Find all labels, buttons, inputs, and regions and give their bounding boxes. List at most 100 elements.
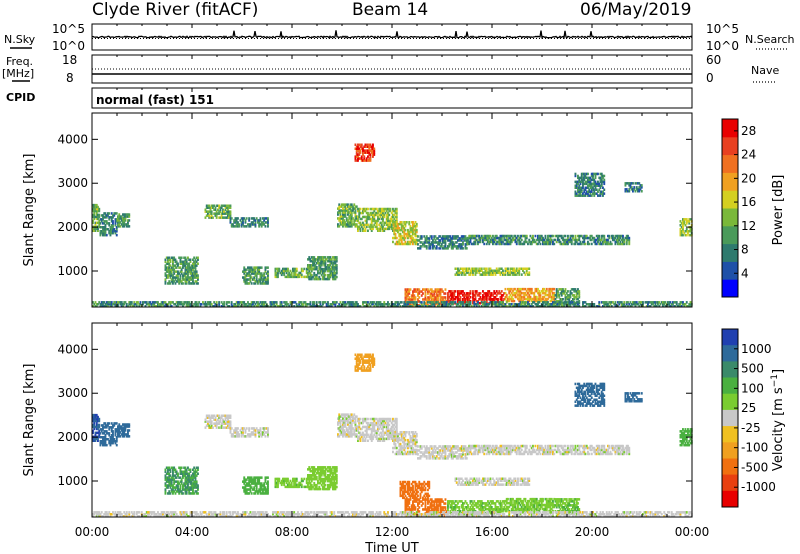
power-cell [424, 239, 427, 242]
power-cell [295, 305, 298, 308]
power-cell [448, 290, 451, 293]
power-cell [580, 188, 583, 191]
power-cell [335, 267, 338, 271]
power-cell [253, 276, 256, 279]
power-cell [444, 292, 447, 295]
power-cell [593, 188, 596, 191]
power-cell [194, 272, 197, 275]
power-cell [355, 303, 358, 306]
power-cell [410, 234, 413, 238]
velocity-cell [95, 431, 98, 435]
power-cell [113, 303, 116, 306]
power-cell [395, 228, 398, 232]
power-cell [589, 236, 592, 240]
power-cell [190, 278, 193, 281]
power-cell [93, 227, 96, 231]
power-cell [308, 277, 311, 281]
velocity-cell [215, 426, 218, 429]
power-cell [174, 258, 177, 261]
velocity-cell [224, 426, 227, 429]
power-cell [555, 294, 558, 297]
power-cell [237, 303, 239, 306]
velocity-cell [239, 429, 242, 432]
power-cell [279, 305, 282, 308]
power-cell [354, 155, 357, 158]
power-cell [545, 238, 548, 242]
power-cell [328, 277, 331, 281]
power-cell [438, 243, 441, 246]
power-cell [590, 182, 593, 186]
power-cell [432, 245, 434, 248]
power-cell [387, 217, 389, 221]
power-cell [528, 273, 531, 276]
power-cell [339, 217, 342, 220]
power-cell [224, 212, 227, 215]
power-cell [194, 268, 197, 271]
power-cell [244, 221, 247, 224]
power-cell [407, 234, 409, 238]
velocity-cell [197, 484, 199, 487]
power-cell [574, 288, 577, 291]
power-cell [487, 292, 489, 295]
power-cell [500, 234, 503, 238]
power-cell [597, 240, 599, 244]
power-cell [467, 298, 469, 301]
power-cell [555, 290, 558, 293]
power-cell [357, 147, 359, 150]
power-cell [538, 297, 541, 301]
velocity-cell [108, 428, 111, 431]
velocity-cell [169, 492, 172, 495]
power-cell [528, 297, 531, 301]
power-cell [658, 301, 661, 304]
power-cell [333, 271, 336, 275]
power-cell [367, 229, 369, 232]
power-cell [365, 225, 368, 229]
power-cell [340, 203, 343, 206]
velocity-cell [123, 435, 126, 438]
power-cell [197, 278, 199, 281]
power-cell [187, 274, 189, 277]
power-cell [264, 270, 267, 273]
power-cell [304, 301, 307, 304]
power-cell [258, 278, 261, 281]
velocity-cell [184, 478, 187, 481]
power-cell [125, 303, 128, 306]
power-cell [317, 277, 319, 281]
power-cell [550, 303, 553, 306]
power-cell [593, 305, 596, 308]
power-cell [354, 223, 357, 226]
power-cell [545, 299, 548, 303]
power-cell [465, 237, 468, 240]
power-cell [598, 238, 601, 242]
power-cell [685, 230, 688, 233]
power-cell [235, 305, 238, 308]
power-cell [444, 243, 447, 246]
power-cell [95, 205, 98, 209]
velocity-cell [120, 427, 123, 430]
power-cell [209, 303, 212, 306]
power-cell [184, 274, 187, 277]
velocity-cell [102, 441, 104, 445]
power-cell [629, 305, 632, 308]
power-cell [225, 301, 228, 304]
power-cell [93, 215, 96, 219]
power-cell [458, 301, 461, 304]
power-cell [469, 234, 472, 238]
power-cell [432, 298, 434, 301]
power-cell [195, 276, 198, 279]
power-cell [248, 305, 251, 308]
power-cell [582, 240, 584, 244]
power-cell [185, 262, 188, 265]
power-cell [548, 240, 551, 244]
power-cell [482, 303, 484, 306]
power-cell [483, 292, 486, 295]
power-cell [357, 305, 359, 308]
power-cell [397, 230, 399, 234]
power-cell [247, 274, 249, 277]
velocity-cell [205, 414, 208, 417]
power-cell [362, 227, 364, 231]
power-cell [574, 236, 577, 240]
power-cell [519, 291, 522, 295]
power-cell [199, 303, 202, 306]
power-cell [649, 301, 652, 304]
